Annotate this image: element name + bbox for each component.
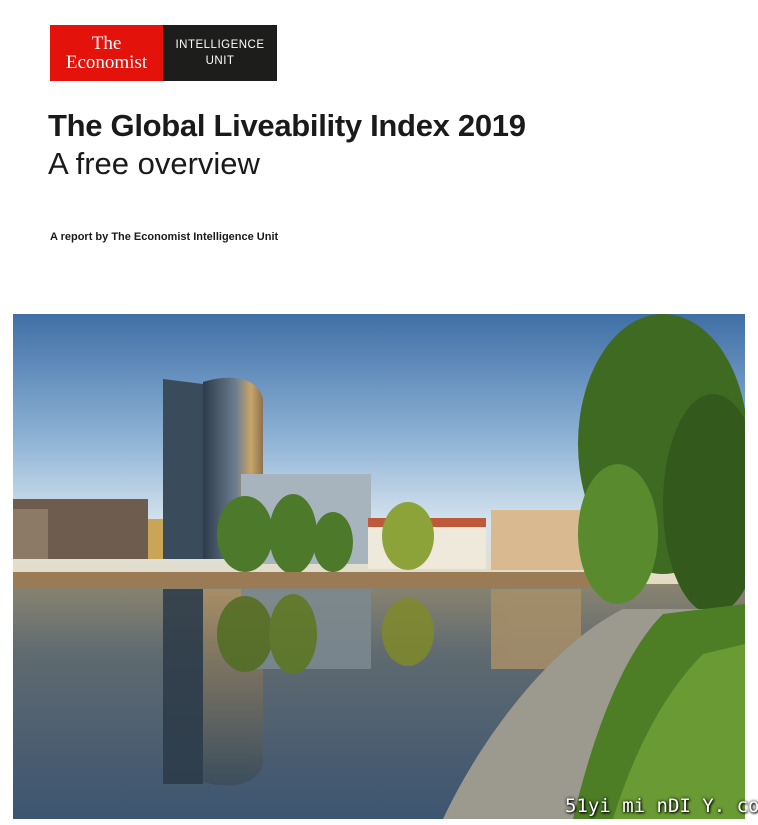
report-byline: A report by The Economist Intelligence U…	[50, 231, 279, 243]
reflection	[163, 589, 581, 786]
logo-unit-block: INTELLIGENCE UNIT	[163, 25, 277, 81]
report-subtitle: A free overview	[48, 146, 260, 181]
logo-word-the: The	[91, 33, 122, 54]
cover-photo	[13, 314, 745, 819]
right-trees	[578, 314, 745, 614]
logo-word-unit: UNIT	[205, 55, 235, 67]
logo-word-intelligence: INTELLIGENCE	[175, 39, 265, 51]
logo-word-economist: Economist	[65, 52, 148, 73]
logo-economist-block: The Economist	[50, 25, 163, 81]
tree-row	[217, 494, 434, 574]
eiu-logo: The Economist INTELLIGENCE UNIT	[50, 25, 277, 81]
left-buildings	[13, 499, 168, 559]
watermark-text: 51yi mi nDI Y. com	[565, 795, 758, 817]
report-title: The Global Liveability Index 2019	[48, 108, 526, 143]
